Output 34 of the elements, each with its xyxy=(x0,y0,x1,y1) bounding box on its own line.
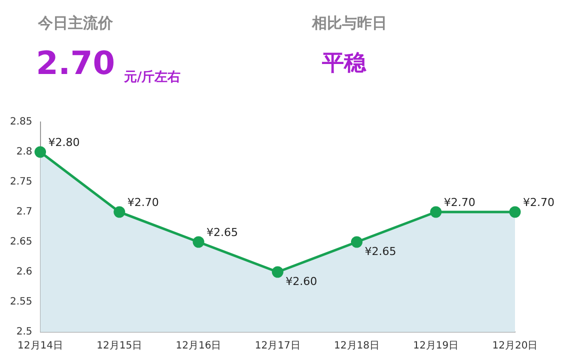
x-tick-label: 12月16日 xyxy=(176,340,222,352)
data-label: ¥2.80 xyxy=(48,136,80,149)
y-tick-label: 2.75 xyxy=(10,176,32,188)
y-tick-label: 2.55 xyxy=(10,296,32,308)
data-label: ¥2.65 xyxy=(206,226,238,239)
point xyxy=(509,206,521,218)
data-label: ¥2.65 xyxy=(364,244,396,258)
y-tick-label: 2.8 xyxy=(16,146,32,158)
x-tick-label: 12月20日 xyxy=(492,340,538,352)
y-tick-label: 2.5 xyxy=(16,326,32,338)
x-tick-label: 12月17日 xyxy=(254,340,300,352)
point xyxy=(430,206,442,218)
text: 元/斤左右 xyxy=(124,68,181,86)
y-tick-label: 2.6 xyxy=(16,266,32,278)
point xyxy=(351,236,363,248)
y-tick-label: 2.65 xyxy=(10,236,32,248)
x-tick-label: 12月15日 xyxy=(96,340,142,352)
text: 今日主流价 xyxy=(38,14,113,33)
text: 相比与昨日 xyxy=(312,14,387,33)
x-tick-label: 12月18日 xyxy=(334,340,380,352)
point xyxy=(114,206,126,218)
point xyxy=(34,146,46,158)
y-tick-label: 2.85 xyxy=(10,116,32,128)
data-label: ¥2.60 xyxy=(286,274,318,288)
data-label: ¥2.70 xyxy=(523,196,554,209)
text: 平稳 xyxy=(322,50,366,78)
y-tick-label: 2.7 xyxy=(16,206,32,218)
x-tick-label: 12月19日 xyxy=(413,340,459,352)
data-label: ¥2.70 xyxy=(127,196,159,209)
text: 2.70 xyxy=(36,44,115,82)
point xyxy=(192,236,204,248)
data-label: ¥2.70 xyxy=(444,196,476,209)
point xyxy=(272,266,284,278)
x-tick-label: 12月14日 xyxy=(18,340,63,352)
